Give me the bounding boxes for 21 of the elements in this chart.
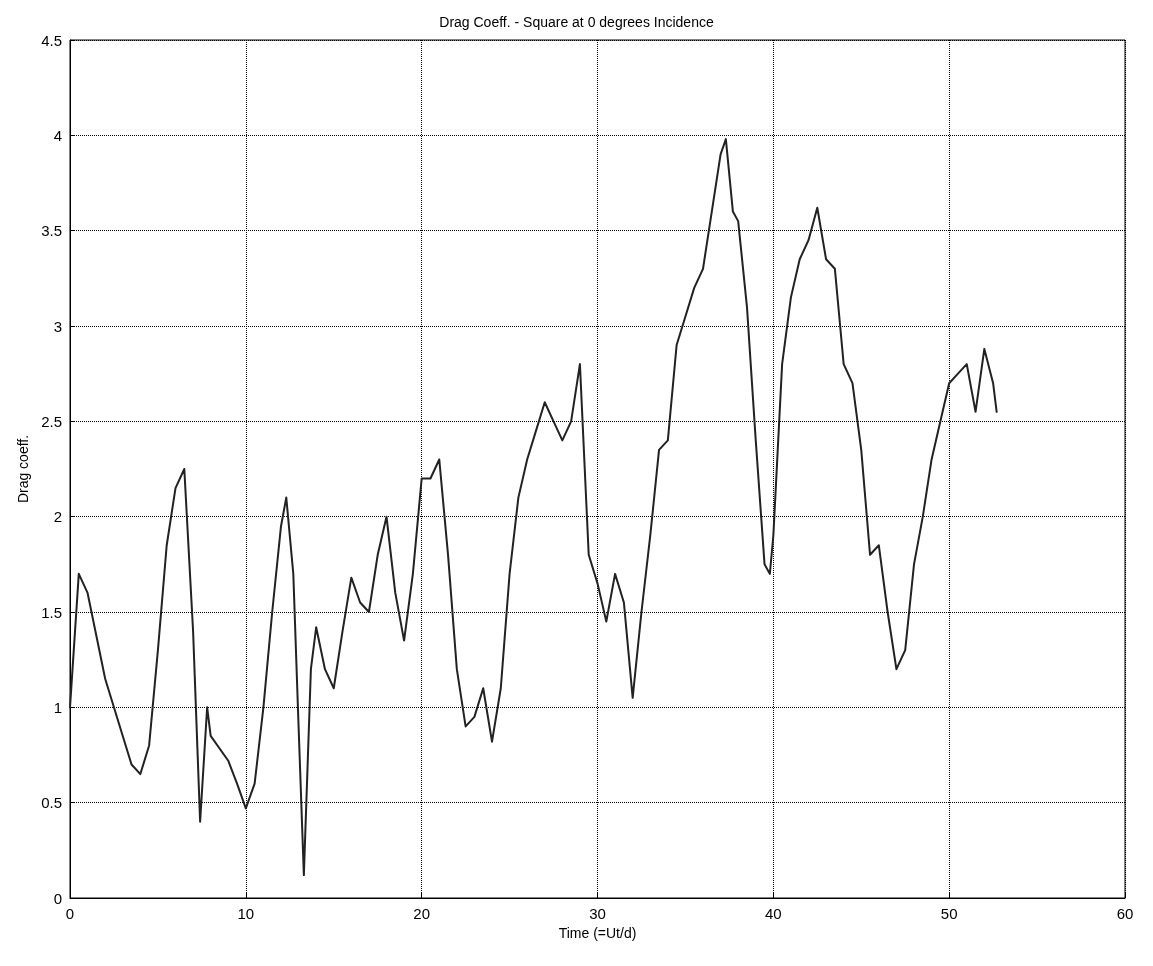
y-axis-title: Drag coeff.	[15, 434, 31, 504]
y-tick-label: 1.5	[41, 603, 62, 621]
y-tick-label: 3	[53, 317, 62, 335]
chart-title: Drag Coeff. - Square at 0 degrees Incidence	[439, 14, 714, 30]
x-tick-label: 10	[237, 905, 255, 922]
x-tick-label: 0	[65, 905, 75, 922]
x-tick-label: 30	[589, 905, 606, 922]
y-tick-label: 0.5	[41, 794, 62, 812]
y-tick-label: 2.5	[41, 412, 62, 430]
x-tick-label: 40	[764, 905, 782, 922]
x-tick-label: 50	[940, 905, 958, 922]
y-tick-label: 0	[53, 889, 62, 907]
x-axis-title: Time (=Ut/d)	[558, 924, 637, 941]
y-tick-label: 3.5	[41, 222, 62, 240]
line-series	[69, 138, 998, 877]
y-tick-label: 4.5	[41, 31, 62, 49]
y-tick-label: 2	[53, 508, 62, 526]
y-tick-label: 4	[53, 126, 62, 144]
x-tick-label: 20	[413, 905, 431, 922]
y-tick-label: 1	[53, 698, 62, 716]
x-tick-label: 60	[1116, 905, 1134, 922]
